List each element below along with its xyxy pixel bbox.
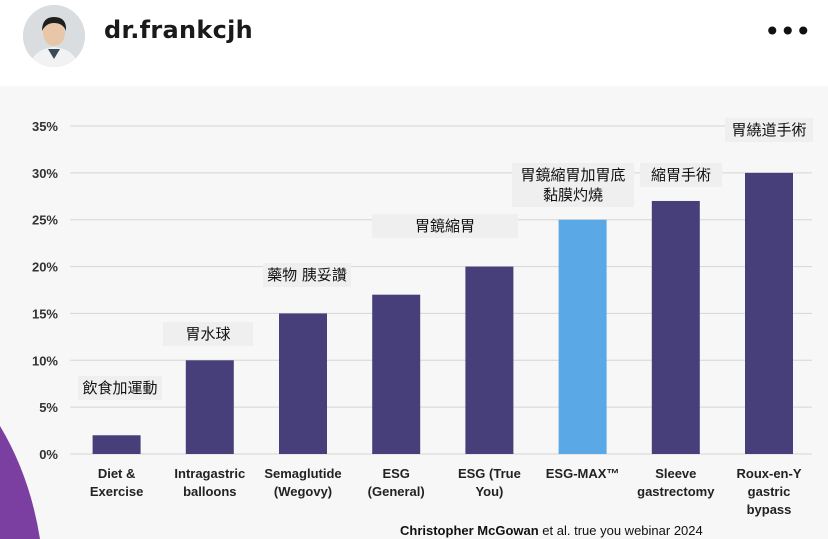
annotation-diet: 飲食加運動: [78, 376, 162, 400]
y-tick-label: 20%: [32, 260, 58, 275]
x-tick-label: Exercise: [90, 484, 144, 499]
post-header: dr.frankcjh •••: [0, 0, 828, 86]
annotation-balloon: 胃水球: [163, 322, 253, 346]
y-tick-label: 5%: [39, 400, 58, 415]
annotation-sleeve: 縮胃手術: [640, 163, 722, 187]
x-tick-label: ESG (True: [458, 466, 521, 481]
more-options-button[interactable]: •••: [764, 17, 812, 47]
y-tick-label: 25%: [32, 213, 58, 228]
x-tick-label: Sleeve: [655, 466, 696, 481]
annotation-semaglutide: 藥物 胰妥讚: [263, 263, 351, 287]
bar: [92, 435, 141, 454]
x-tick-label: Semaglutide: [264, 466, 341, 481]
y-tick-label: 0%: [39, 447, 58, 462]
x-tick-label: gastric: [748, 484, 791, 499]
y-tick-label: 35%: [32, 119, 58, 134]
x-tick-label: bypass: [747, 502, 792, 517]
x-tick-label: (General): [368, 484, 425, 499]
x-tick-label: Intragastric: [174, 466, 245, 481]
annotation-esg: 胃鏡縮胃: [372, 214, 518, 238]
slide-image: 0% 5% 10% 15% 20% 25% 30% 35% Diet & Exercise Intr…: [0, 86, 828, 539]
citation-rest: et al. true you webinar 2024: [538, 523, 703, 538]
x-tick-label: balloons: [183, 484, 236, 499]
bar: [279, 313, 327, 454]
x-tick-label: (Wegovy): [274, 484, 332, 499]
avatar[interactable]: [23, 5, 85, 67]
citation: Christopher McGowan et al. true you webi…: [400, 523, 703, 538]
bar: [745, 172, 793, 454]
bar-chart: 0% 5% 10% 15% 20% 25% 30% 35% Diet & Exercise Intr…: [32, 119, 812, 517]
bar: [372, 294, 421, 454]
x-tick-label: ESG-MAX™: [546, 466, 620, 481]
bar: [185, 360, 234, 454]
x-tick-label: You): [475, 484, 503, 499]
annotation-esg-max: 胃鏡縮胃加胃底黏膜灼燒: [512, 163, 634, 207]
slide-accent-shape: [0, 426, 40, 539]
username[interactable]: dr.frankcjh: [104, 16, 254, 44]
x-tick-label: ESG: [382, 466, 409, 481]
bar: [558, 219, 607, 454]
y-tick-label: 10%: [32, 353, 58, 368]
x-tick-label: Diet &: [98, 466, 136, 481]
more-horizontal-icon: •••: [764, 15, 812, 48]
avatar-image: [23, 5, 85, 67]
y-tick-label: 15%: [32, 306, 58, 321]
x-tick-label: Roux-en-Y: [737, 466, 802, 481]
y-tick-label: 30%: [32, 166, 58, 181]
citation-author: Christopher McGowan: [400, 523, 539, 538]
x-tick-label: gastrectomy: [637, 484, 715, 499]
bar: [465, 266, 514, 454]
annotation-bypass: 胃繞道手術: [725, 118, 813, 142]
bar: [651, 200, 700, 454]
